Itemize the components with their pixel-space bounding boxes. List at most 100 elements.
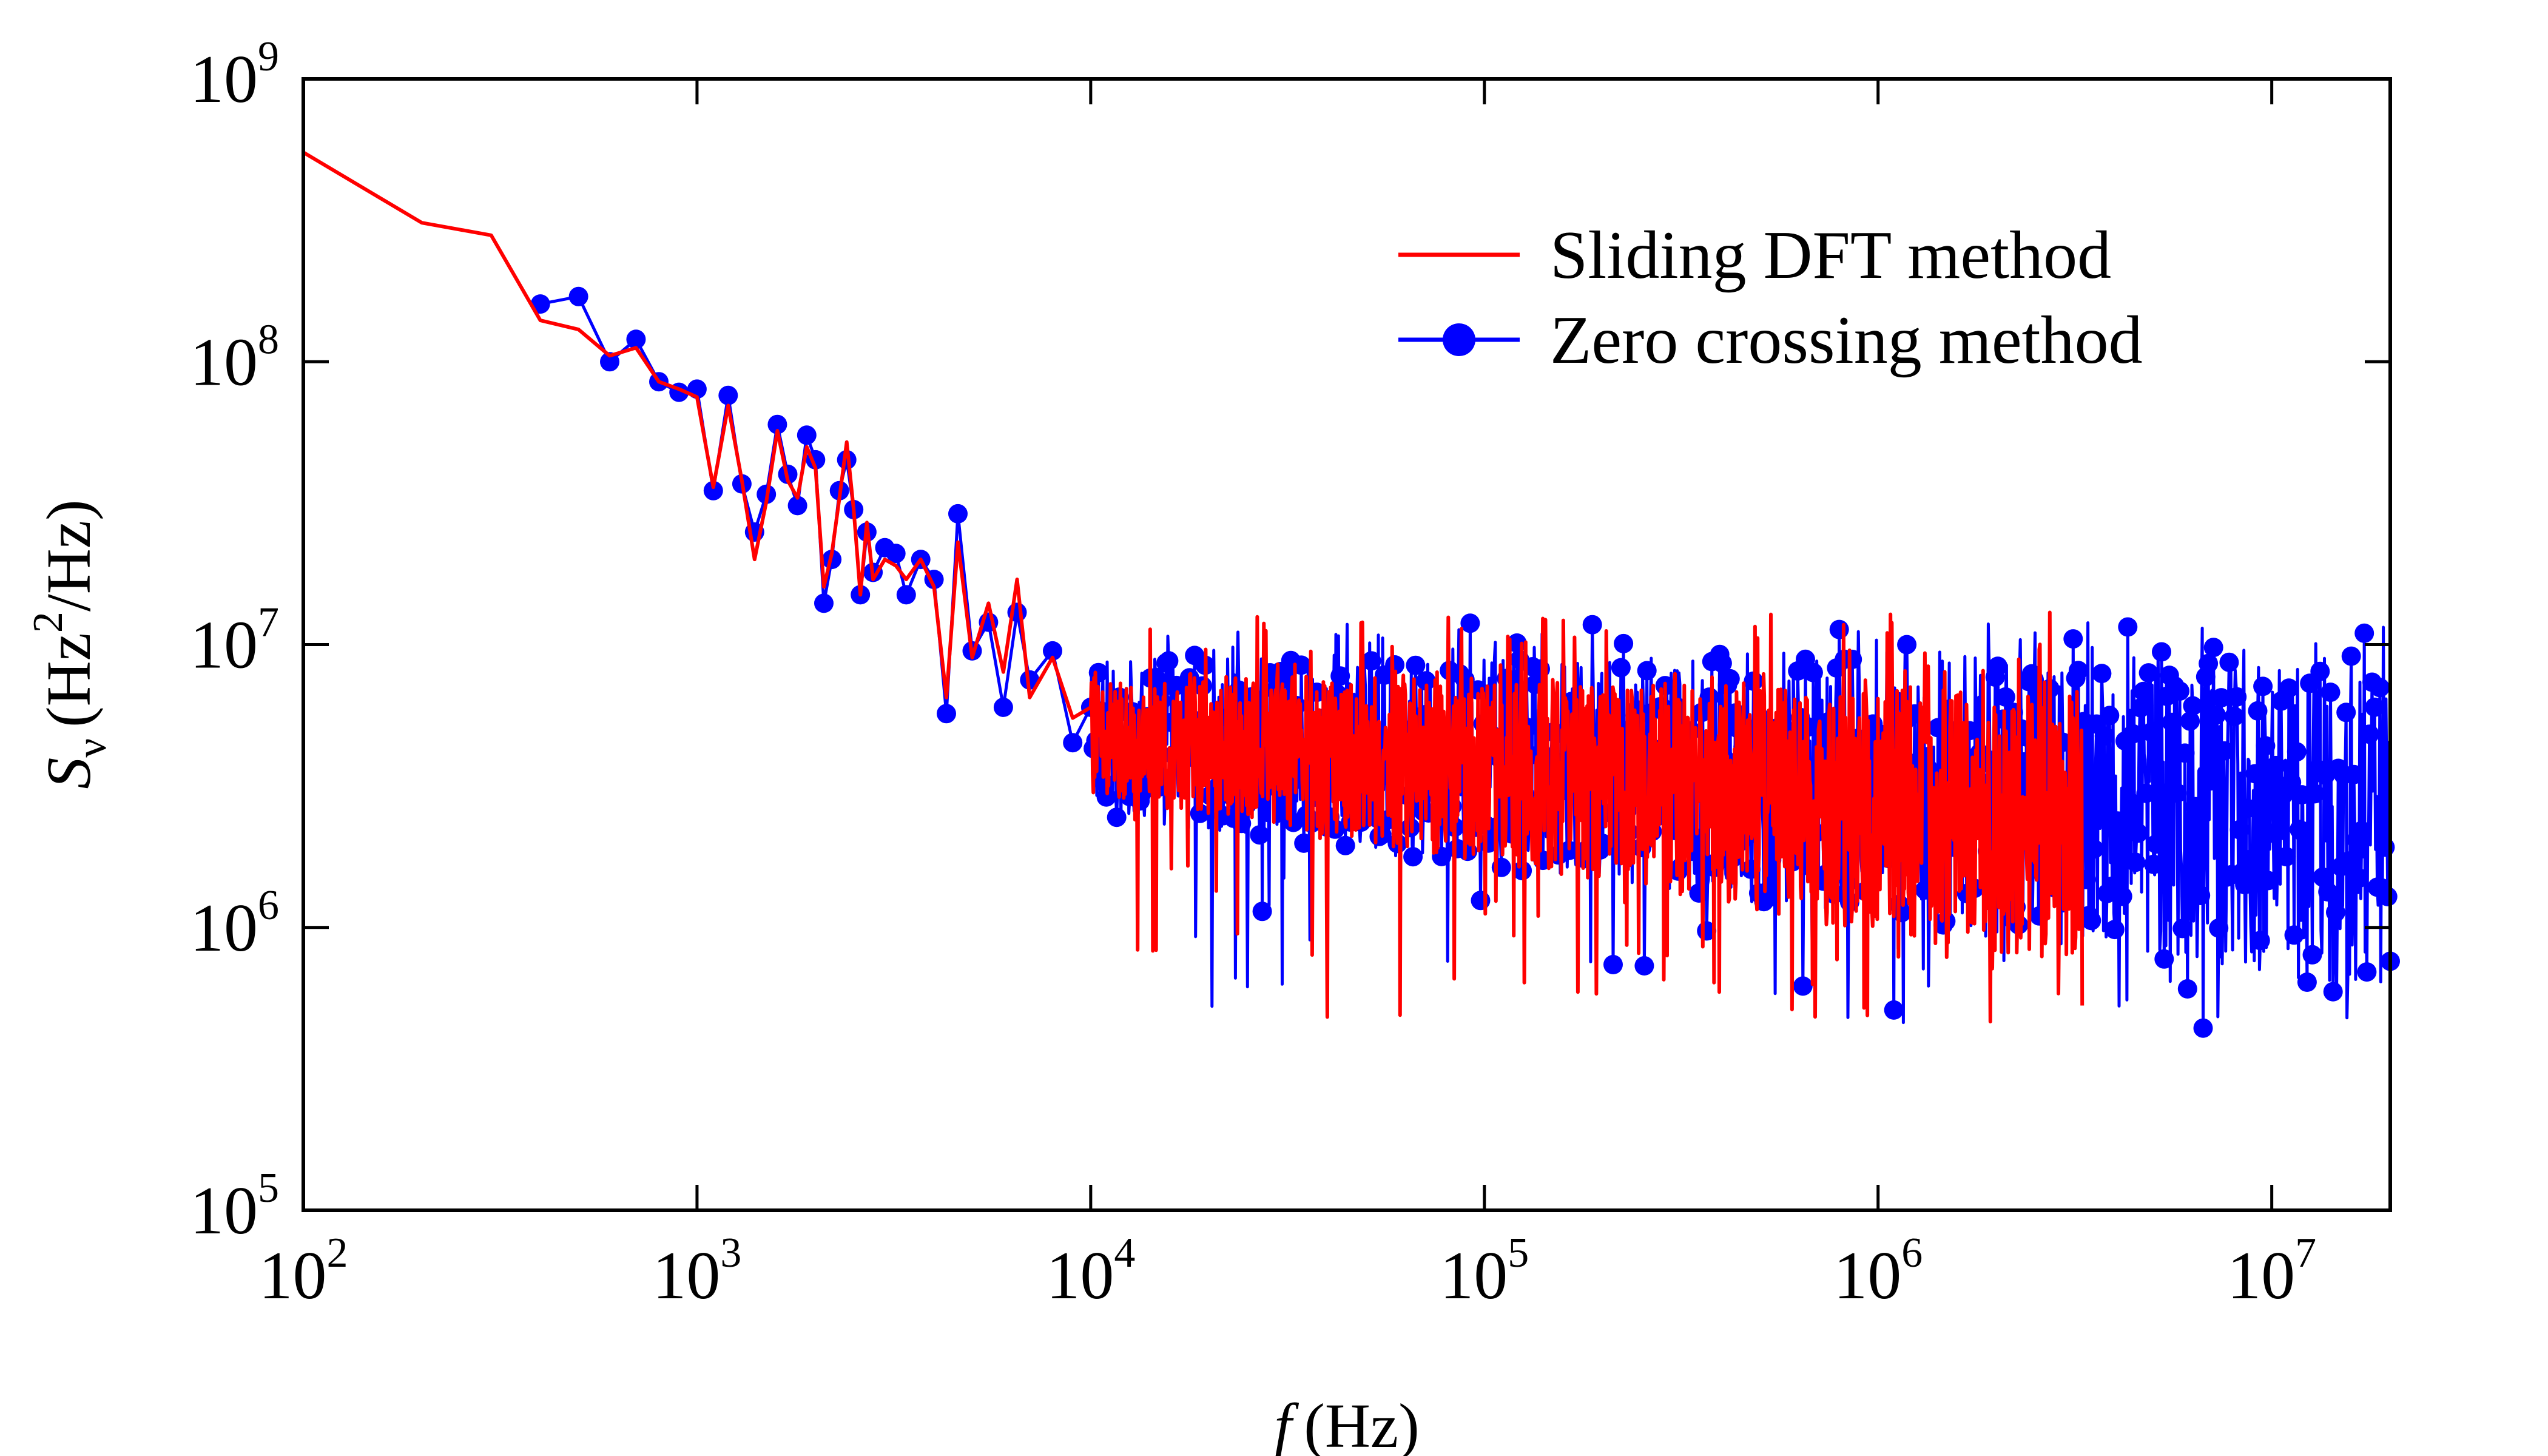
data-point xyxy=(2126,852,2146,872)
data-point xyxy=(1063,733,1083,753)
data-point xyxy=(2162,712,2182,732)
y-tick-label: 106 xyxy=(190,882,279,966)
data-point xyxy=(2344,764,2364,784)
data-point xyxy=(2146,834,2166,854)
data-point xyxy=(1829,619,1849,639)
data-point xyxy=(2349,868,2369,888)
data-point xyxy=(2185,797,2205,817)
series-sliding-dft xyxy=(302,150,2085,1023)
data-point xyxy=(1020,670,1040,690)
data-point xyxy=(1406,655,1426,675)
data-point xyxy=(1232,814,1252,834)
data-point xyxy=(1897,635,1917,655)
data-point xyxy=(1335,835,1355,855)
data-point xyxy=(2094,726,2114,746)
data-point xyxy=(2263,823,2283,843)
data-point xyxy=(2170,681,2189,701)
data-point xyxy=(2341,646,2361,666)
data-point xyxy=(1460,613,1480,633)
data-point xyxy=(2287,742,2307,762)
data-point xyxy=(2206,705,2226,725)
data-point xyxy=(2175,743,2195,763)
data-point xyxy=(2230,820,2250,840)
data-point xyxy=(2305,784,2325,804)
data-point xyxy=(2313,867,2333,887)
data-point xyxy=(1611,658,1631,678)
data-point xyxy=(2242,849,2262,869)
data-point xyxy=(1793,976,1813,996)
data-point xyxy=(2193,1018,2213,1038)
data-point xyxy=(1988,656,2008,676)
data-point xyxy=(1190,803,1210,823)
data-point xyxy=(2227,687,2247,707)
data-point xyxy=(2351,821,2371,841)
data-point xyxy=(2081,911,2101,931)
data-point xyxy=(1884,1000,1904,1020)
data-point xyxy=(2266,755,2286,775)
data-point xyxy=(2256,736,2276,756)
data-point xyxy=(814,593,834,613)
data-point xyxy=(1582,615,1602,635)
data-point xyxy=(993,697,1013,717)
data-point xyxy=(2172,918,2192,939)
data-point xyxy=(2203,638,2223,658)
data-point xyxy=(2378,886,2398,906)
data-point xyxy=(2068,661,2088,681)
data-point xyxy=(1043,641,1062,661)
legend: Sliding DFT method Zero crossing method xyxy=(1398,218,2143,378)
data-point xyxy=(2279,678,2299,698)
data-point xyxy=(1689,883,1709,903)
data-point xyxy=(767,414,787,434)
data-point xyxy=(797,425,817,445)
data-point xyxy=(2297,972,2317,992)
data-point xyxy=(2183,696,2203,716)
data-point xyxy=(1096,787,1116,807)
data-point xyxy=(2149,781,2169,801)
data-point xyxy=(2354,623,2374,643)
data-point xyxy=(1842,649,1862,669)
data-point xyxy=(2339,851,2359,871)
data-point xyxy=(1361,651,1381,671)
data-point xyxy=(2294,824,2314,844)
data-point xyxy=(2253,676,2273,696)
data-point xyxy=(2237,798,2257,818)
data-point xyxy=(1559,840,1579,860)
data-point xyxy=(2084,839,2104,859)
data-point xyxy=(1634,956,1654,976)
data-point xyxy=(2120,792,2140,812)
data-point xyxy=(1699,687,1719,707)
data-point xyxy=(2201,771,2221,791)
y-axis-title: Sν(Hz2/Hz) xyxy=(25,499,115,789)
data-point xyxy=(1107,807,1127,827)
data-point xyxy=(718,385,738,405)
data-point xyxy=(1637,661,1657,681)
data-point xyxy=(1385,655,1405,675)
data-point xyxy=(2063,629,2083,649)
data-point xyxy=(1712,653,1732,673)
x-tick-label: 104 xyxy=(1046,1230,1135,1313)
data-point xyxy=(2326,902,2345,922)
data-point xyxy=(2370,678,2390,698)
x-tick-label: 107 xyxy=(2227,1230,2316,1313)
data-point xyxy=(1250,825,1270,845)
data-point xyxy=(2199,653,2219,673)
legend-marker-zero-crossing xyxy=(1443,323,1475,356)
data-point xyxy=(2154,949,2174,969)
y-tick-label: 109 xyxy=(190,33,279,117)
data-point xyxy=(2105,920,2125,940)
data-point xyxy=(2144,854,2164,874)
data-point xyxy=(1088,662,1108,682)
data-point xyxy=(2134,681,2153,701)
data-point xyxy=(2138,663,2159,683)
data-point xyxy=(2118,617,2138,637)
y-tick-label: 108 xyxy=(190,316,279,400)
data-point xyxy=(2180,711,2200,731)
data-point xyxy=(837,450,857,470)
data-point xyxy=(2123,724,2143,744)
data-point xyxy=(2276,847,2296,867)
ticks-layer: 102 103 104 105 106 107 105 106 107 108 109 xyxy=(190,33,2390,1313)
data-point xyxy=(2365,697,2385,717)
data-point xyxy=(1416,671,1436,691)
series-layer xyxy=(302,150,2400,1038)
data-point xyxy=(2245,764,2265,784)
